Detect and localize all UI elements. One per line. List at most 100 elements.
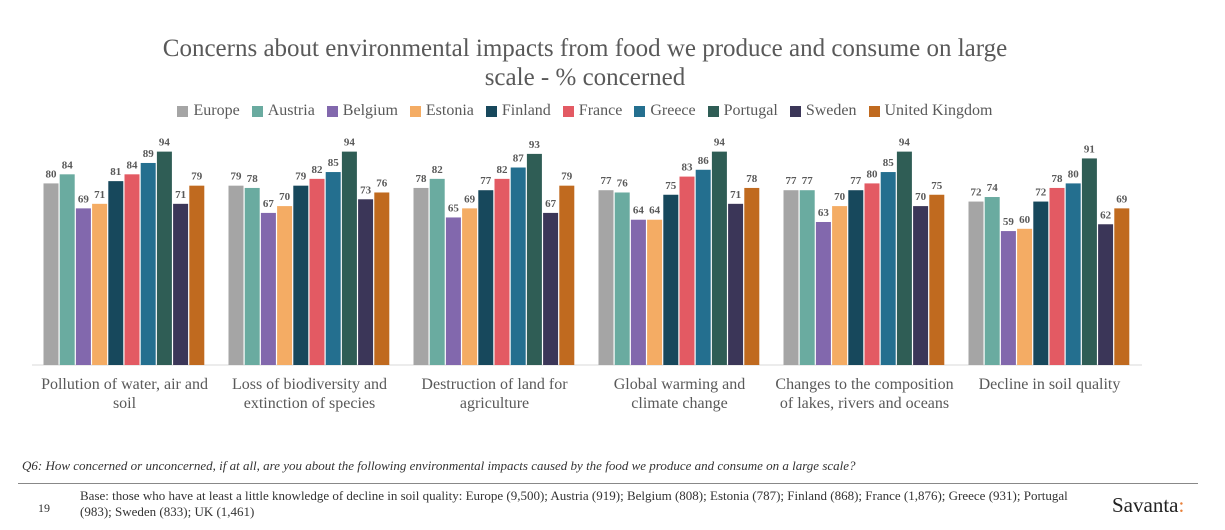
- legend-label: France: [578, 102, 623, 119]
- bar: [156, 151, 172, 365]
- data-label: 77: [802, 175, 814, 187]
- x-tick-label: Decline in soil quality: [978, 376, 1121, 393]
- data-label: 62: [1100, 209, 1112, 221]
- data-label: 83: [682, 162, 694, 174]
- legend-swatch: [868, 105, 880, 117]
- legend-label: Europe: [193, 102, 240, 119]
- data-label: 94: [899, 137, 911, 149]
- data-label: 70: [915, 191, 927, 203]
- data-label: 77: [480, 175, 492, 187]
- legend-item: Greece: [634, 102, 696, 120]
- data-label: 70: [834, 191, 846, 203]
- data-label: 80: [1068, 168, 1080, 180]
- bar: [108, 181, 124, 365]
- x-tick-label: Destruction of land for agriculture: [421, 376, 568, 412]
- data-label: 78: [1052, 173, 1064, 185]
- legend-swatch: [485, 105, 497, 117]
- data-label: 80: [46, 168, 58, 180]
- bar: [783, 190, 799, 365]
- bar: [559, 185, 575, 365]
- question: Q6: How concerned or unconcerned, if at …: [22, 458, 856, 473]
- data-label: 86: [698, 155, 710, 167]
- bar: [614, 192, 630, 365]
- data-label: 67: [263, 198, 275, 210]
- legend-item: France: [562, 102, 623, 120]
- legend-label: Portugal: [723, 102, 778, 119]
- bar: [744, 187, 760, 365]
- bar: [864, 183, 880, 365]
- bar: [695, 169, 711, 365]
- bar: [543, 212, 559, 365]
- bar: [228, 185, 244, 365]
- bar: [815, 221, 831, 365]
- bar: [140, 162, 156, 365]
- bar: [1000, 231, 1016, 365]
- data-label: 79: [295, 171, 307, 183]
- legend-swatch: [634, 105, 646, 117]
- data-label: 72: [1035, 187, 1047, 199]
- legend-item: Finland: [485, 102, 551, 120]
- data-label: 91: [1084, 143, 1095, 155]
- data-label: 74: [987, 182, 999, 194]
- bar: [293, 185, 309, 365]
- bar: [478, 190, 494, 365]
- bar: [494, 178, 510, 365]
- bar: [679, 176, 695, 365]
- bar: [325, 172, 341, 365]
- bar: [598, 190, 614, 365]
- bar: [429, 178, 445, 365]
- legend-swatch: [707, 105, 719, 117]
- brand: Savanta:: [1112, 493, 1184, 518]
- legend-swatch: [409, 105, 421, 117]
- bar: [244, 187, 260, 365]
- data-label: 79: [561, 171, 573, 183]
- bar: [1049, 187, 1065, 365]
- bar: [968, 201, 984, 365]
- legend-label: Sweden: [805, 102, 857, 119]
- data-label: 79: [191, 171, 203, 183]
- data-label: 71: [94, 189, 105, 201]
- bar: [510, 167, 526, 365]
- legend-label: Austria: [267, 102, 315, 119]
- bar: [711, 151, 727, 365]
- bar: [880, 172, 896, 365]
- legend-item: Estonia: [409, 102, 474, 120]
- brand-mark: :: [1178, 493, 1185, 517]
- legend: Europe Austria Belgium Estonia Finland France…: [0, 102, 1170, 120]
- data-label: 78: [416, 173, 428, 185]
- x-tick-label: Changes to the composition of lakes, riv…: [775, 376, 954, 412]
- x-tick-label: Loss of biodiversity and extinction of s…: [231, 376, 388, 412]
- data-label: 79: [231, 171, 243, 183]
- legend-item: Belgium: [326, 102, 398, 120]
- bar: [848, 190, 864, 365]
- bar: [1114, 208, 1130, 365]
- data-label: 69: [78, 193, 90, 205]
- data-label: 70: [279, 191, 291, 203]
- bar: [913, 206, 929, 365]
- bar: [929, 194, 945, 365]
- bar: [984, 197, 1000, 365]
- data-label: 76: [617, 177, 629, 189]
- data-label: 84: [62, 159, 74, 171]
- data-label: 60: [1019, 214, 1031, 226]
- bar: [1098, 224, 1114, 365]
- data-label: 75: [665, 180, 677, 192]
- data-label: 75: [931, 180, 943, 192]
- x-tick-label: Pollution of water, air and soil: [41, 376, 208, 412]
- legend-item: Portugal: [707, 102, 778, 120]
- bar: [630, 219, 646, 365]
- base-note: Base: those who have at least a little k…: [80, 488, 1068, 519]
- data-label: 69: [464, 193, 476, 205]
- bar: [462, 208, 478, 365]
- bar: [309, 178, 325, 365]
- data-label: 73: [360, 184, 372, 196]
- data-label: 69: [1116, 193, 1128, 205]
- data-label: 84: [127, 159, 139, 171]
- brand-name: Savanta: [1112, 493, 1179, 517]
- bar: [663, 194, 679, 365]
- bar: [728, 203, 744, 365]
- legend-label: Finland: [501, 102, 551, 119]
- data-label: 63: [818, 207, 830, 219]
- bar: [526, 153, 542, 365]
- legend-item: United Kingdom: [868, 102, 993, 120]
